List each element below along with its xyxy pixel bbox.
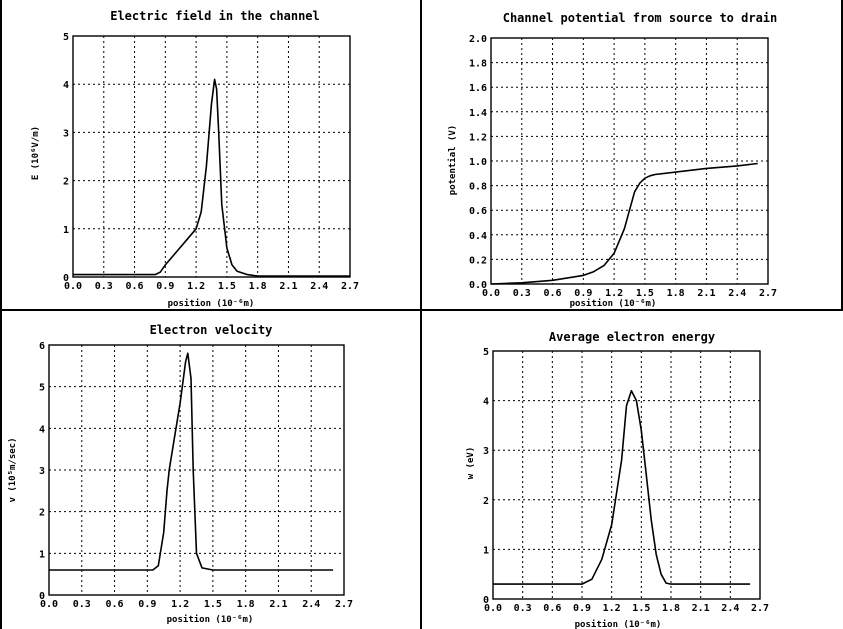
x-tick-label: 2.4: [302, 599, 320, 610]
x-tick-label: 1.2: [603, 603, 621, 614]
chart-average-electron-energy: Average electron energy position (10⁻⁶m)…: [466, 330, 769, 629]
y-tick-label: 1: [483, 545, 489, 556]
y-tick-label: 0.8: [469, 182, 487, 193]
x-tick-label: 0.6: [126, 281, 144, 292]
x-tick-label: 2.7: [751, 603, 769, 614]
x-tick-label: 0.6: [106, 599, 124, 610]
x-tick-label: 0.3: [513, 288, 531, 299]
y-tick-label: 5: [63, 32, 69, 43]
y-tick-label: 3: [39, 466, 45, 477]
chart-title: Electron velocity: [150, 323, 273, 337]
y-tick-label: 4: [483, 397, 489, 408]
series-line: [73, 78, 350, 277]
plot-frame: [492, 350, 761, 600]
x-axis-label: position (10⁻⁶m): [168, 298, 255, 309]
plot-frame: [490, 37, 769, 285]
x-tick-label: 0.0: [482, 288, 500, 299]
series-line: [493, 389, 751, 585]
y-tick-label: 3: [63, 128, 69, 139]
chart-title: Channel potential from source to drain: [503, 11, 778, 25]
x-tick-label: 0.0: [484, 603, 502, 614]
y-tick-label: 0: [483, 595, 489, 606]
y-tick-label: 0.2: [469, 255, 487, 266]
x-tick-label: 0.9: [156, 281, 174, 292]
x-tick-label: 1.2: [187, 281, 205, 292]
series-line: [490, 162, 758, 285]
chart-title: Average electron energy: [549, 330, 715, 344]
y-tick-label: 2: [63, 177, 69, 188]
y-tick-label: 4: [63, 80, 69, 91]
chart-channel-potential: Channel potential from source to drain p…: [447, 11, 777, 309]
y-tick-label: 1: [39, 549, 45, 560]
x-tick-label: 0.9: [574, 288, 592, 299]
plot-frame: [72, 35, 351, 278]
x-tick-label: 1.5: [632, 603, 650, 614]
x-tick-label: 1.5: [218, 281, 236, 292]
x-tick-label: 1.8: [249, 281, 267, 292]
y-tick-label: 1.0: [469, 157, 487, 168]
y-tick-label: 0.6: [469, 206, 487, 217]
x-tick-label: 1.2: [605, 288, 623, 299]
x-tick-label: 2.1: [692, 603, 710, 614]
y-tick-label: 2: [483, 496, 489, 507]
chart-title: Electric field in the channel: [110, 9, 320, 23]
x-tick-label: 0.3: [95, 281, 113, 292]
y-tick-label: 3: [483, 446, 489, 457]
x-tick-label: 2.7: [341, 281, 359, 292]
y-tick-label: 0.0: [469, 280, 487, 291]
x-tick-label: 1.5: [204, 599, 222, 610]
x-tick-label: 2.1: [279, 281, 297, 292]
y-tick-label: 5: [39, 383, 45, 394]
x-tick-label: 0.6: [543, 603, 561, 614]
y-tick-label: 4: [39, 424, 45, 435]
x-tick-label: 1.8: [237, 599, 255, 610]
y-tick-label: 1.8: [469, 59, 487, 70]
x-tick-label: 2.7: [335, 599, 353, 610]
x-tick-label: 0.9: [138, 599, 156, 610]
y-axis-label: potential (V): [447, 125, 458, 195]
x-tick-label: 0.0: [64, 281, 82, 292]
x-tick-label: 2.4: [310, 281, 328, 292]
y-tick-label: 5: [483, 347, 489, 358]
x-axis-label: position (10⁻⁶m): [167, 614, 254, 625]
x-tick-label: 2.4: [728, 288, 746, 299]
x-tick-label: 2.4: [721, 603, 739, 614]
x-tick-label: 2.1: [697, 288, 715, 299]
y-axis-label: w (eV): [466, 447, 476, 480]
x-tick-label: 1.2: [171, 599, 189, 610]
plot-frame: [48, 344, 345, 596]
y-tick-label: 2: [39, 508, 45, 519]
y-tick-label: 1: [63, 225, 69, 236]
y-tick-label: 1.6: [469, 83, 487, 94]
y-tick-label: 6: [39, 341, 45, 352]
x-tick-label: 1.8: [662, 603, 680, 614]
x-tick-label: 1.8: [667, 288, 685, 299]
y-tick-label: 2.0: [469, 34, 487, 45]
x-tick-label: 0.3: [73, 599, 91, 610]
x-tick-label: 0.0: [40, 599, 58, 610]
y-tick-label: 0.4: [469, 231, 487, 242]
x-tick-label: 0.6: [544, 288, 562, 299]
y-axis-label: E (10⁶V/m): [31, 126, 41, 180]
chart-electron-velocity: Electron velocity position (10⁻⁶m) v (10…: [8, 323, 353, 625]
y-tick-label: 0: [39, 591, 45, 602]
y-axis-label: v (10⁵m/sec): [8, 437, 18, 502]
y-tick-label: 1.4: [469, 108, 487, 119]
x-axis-label: position (10⁻⁶m): [570, 298, 657, 309]
x-tick-label: 2.1: [269, 599, 287, 610]
x-tick-label: 2.7: [759, 288, 777, 299]
x-tick-label: 1.5: [636, 288, 654, 299]
x-tick-label: 0.9: [573, 603, 591, 614]
x-axis-label: position (10⁻⁶m): [575, 619, 662, 629]
y-tick-label: 1.2: [469, 132, 487, 143]
x-tick-label: 0.3: [514, 603, 532, 614]
chart-electric-field: Electric field in the channel position (…: [31, 9, 359, 309]
y-tick-label: 0: [63, 273, 69, 284]
series-line: [49, 352, 334, 571]
